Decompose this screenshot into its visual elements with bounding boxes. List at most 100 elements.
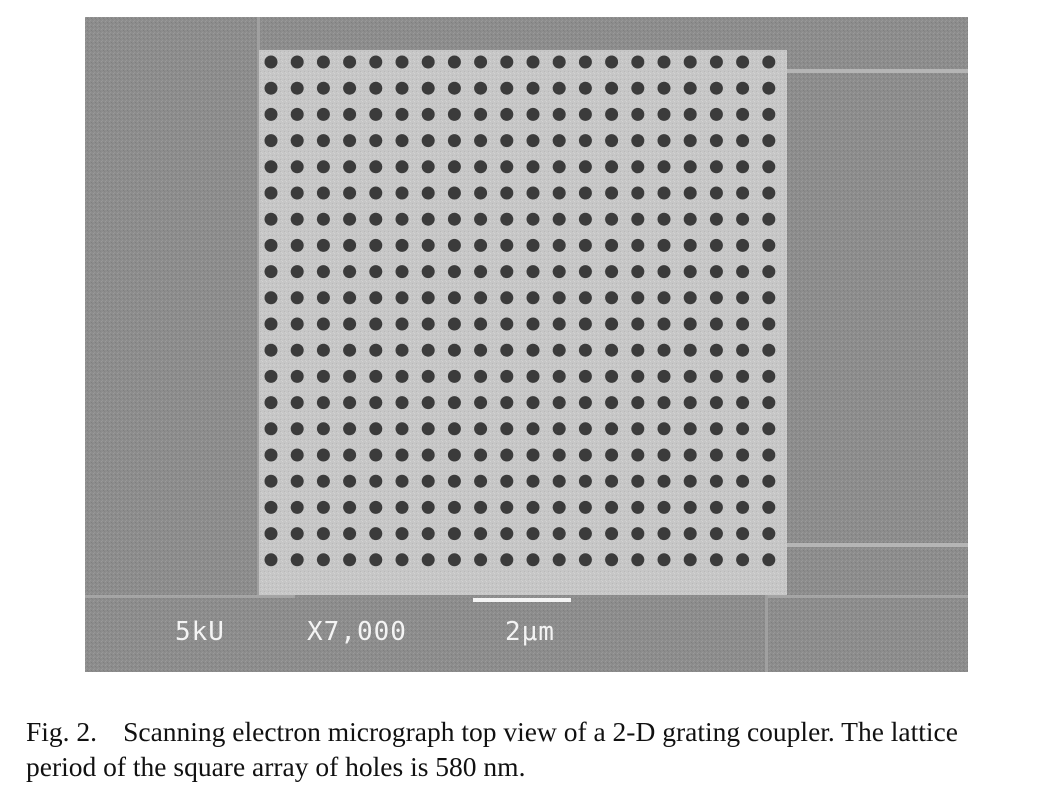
grating-hole <box>395 422 409 436</box>
grating-hole <box>264 474 278 488</box>
grating-hole <box>526 553 540 567</box>
grating-hole <box>762 238 776 252</box>
grating-hole <box>421 343 435 357</box>
grating-hole <box>447 291 461 305</box>
grating-hole <box>683 527 697 541</box>
grating-hole <box>316 160 330 174</box>
grating-hole <box>421 238 435 252</box>
grating-hole <box>500 55 514 69</box>
grating-hole <box>264 186 278 200</box>
grating-hole <box>762 134 776 148</box>
grating-hole <box>552 212 566 226</box>
grating-hole <box>369 81 383 95</box>
grating-hole <box>264 134 278 148</box>
grating-hole <box>474 81 488 95</box>
grating-hole <box>605 291 619 305</box>
grating-hole <box>552 369 566 383</box>
grating-hole <box>683 291 697 305</box>
grating-hole <box>762 553 776 567</box>
scale-label: 2μm <box>505 617 555 647</box>
grating-hole <box>474 212 488 226</box>
grating-hole <box>474 107 488 121</box>
grating-hole <box>736 553 750 567</box>
grating-hole <box>552 134 566 148</box>
grating-hole <box>762 369 776 383</box>
grating-hole <box>709 291 723 305</box>
grating-hole <box>395 448 409 462</box>
grating-hole <box>290 317 304 331</box>
grating-hole <box>736 396 750 410</box>
grating-hole <box>369 527 383 541</box>
grating-hole <box>736 474 750 488</box>
grating-hole <box>474 238 488 252</box>
grating-hole <box>395 81 409 95</box>
grating-hole <box>631 81 645 95</box>
grating-hole <box>447 553 461 567</box>
grating-hole <box>290 186 304 200</box>
grating-hole <box>709 422 723 436</box>
grating-hole <box>709 396 723 410</box>
grating-hole <box>605 422 619 436</box>
grating-hole <box>709 369 723 383</box>
grating-hole <box>683 343 697 357</box>
grating-hole <box>474 134 488 148</box>
grating-hole <box>395 291 409 305</box>
grating-hole <box>474 500 488 514</box>
grating-hole <box>290 238 304 252</box>
grating-hole <box>290 500 304 514</box>
grating-hole <box>631 369 645 383</box>
grating-hole <box>552 343 566 357</box>
grating-hole <box>762 186 776 200</box>
grating-hole <box>526 55 540 69</box>
grating-hole <box>683 553 697 567</box>
grating-hole <box>526 186 540 200</box>
grating-hole <box>762 212 776 226</box>
grating-hole <box>343 265 357 279</box>
grating-hole <box>552 186 566 200</box>
grating-hole <box>369 422 383 436</box>
grating-hole <box>552 448 566 462</box>
grating-hole <box>421 265 435 279</box>
grating-hole <box>395 396 409 410</box>
grating-hole <box>343 81 357 95</box>
grating-hole <box>290 291 304 305</box>
grating-hole <box>290 107 304 121</box>
caption-text: Scanning electron micrograph top view of… <box>26 716 958 782</box>
grating-hole <box>552 160 566 174</box>
grating-hole <box>631 238 645 252</box>
grating-hole <box>709 134 723 148</box>
grating-hole <box>578 343 592 357</box>
grating-hole <box>369 186 383 200</box>
grating-hole <box>552 422 566 436</box>
grating-hole <box>683 448 697 462</box>
grating-hole <box>395 474 409 488</box>
grating-hole <box>736 107 750 121</box>
grating-hole <box>395 553 409 567</box>
grating-hole <box>657 422 671 436</box>
grating-hole <box>526 474 540 488</box>
sem-micrograph: 5kU X7,000 2μm <box>85 17 968 672</box>
grating-hole <box>578 81 592 95</box>
grating-hole <box>526 81 540 95</box>
grating-hole <box>421 422 435 436</box>
grating-hole <box>578 317 592 331</box>
grating-hole <box>447 134 461 148</box>
grating-hole <box>500 265 514 279</box>
grating-hole <box>474 422 488 436</box>
grating-hole <box>343 317 357 331</box>
grating-pad <box>259 50 787 595</box>
grating-hole <box>709 160 723 174</box>
grating-hole <box>709 238 723 252</box>
grating-hole <box>369 291 383 305</box>
grating-hole <box>343 448 357 462</box>
waveguide-edge-bottom <box>785 543 968 547</box>
grating-hole <box>605 369 619 383</box>
grating-hole <box>290 553 304 567</box>
waveguide-edge-top <box>785 69 968 73</box>
grating-hole <box>736 238 750 252</box>
grating-hole <box>447 422 461 436</box>
grating-hole <box>474 291 488 305</box>
grating-hole <box>447 186 461 200</box>
grating-hole <box>736 212 750 226</box>
grating-hole <box>683 265 697 279</box>
